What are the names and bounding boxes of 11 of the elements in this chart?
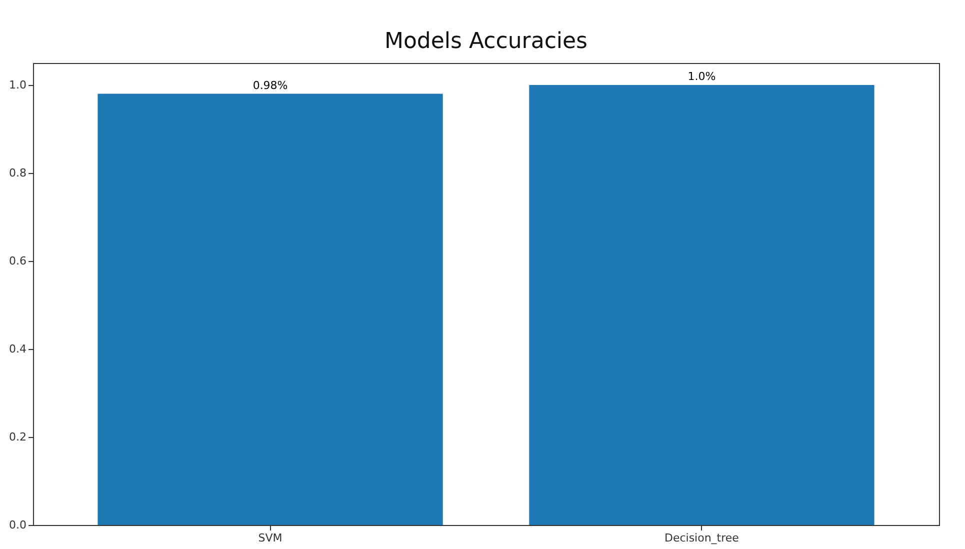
y-tick-label: 1.0 xyxy=(9,78,26,92)
y-tick-label: 0.6 xyxy=(9,254,26,268)
y-tick-label: 0.2 xyxy=(9,430,26,444)
x-tick-label: Decision_tree xyxy=(664,532,740,544)
x-tick-label: SVM xyxy=(258,532,282,544)
chart-title: Models Accuracies xyxy=(384,29,588,54)
y-tick-label: 0.8 xyxy=(9,166,26,180)
y-tick-label: 0.4 xyxy=(9,342,26,356)
y-tick-label: 0.0 xyxy=(9,518,26,532)
data-label: 1.0% xyxy=(688,70,716,83)
data-label: 0.98% xyxy=(252,78,288,92)
